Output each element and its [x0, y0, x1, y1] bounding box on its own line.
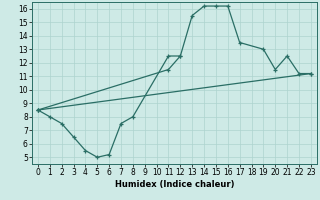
- X-axis label: Humidex (Indice chaleur): Humidex (Indice chaleur): [115, 180, 234, 189]
